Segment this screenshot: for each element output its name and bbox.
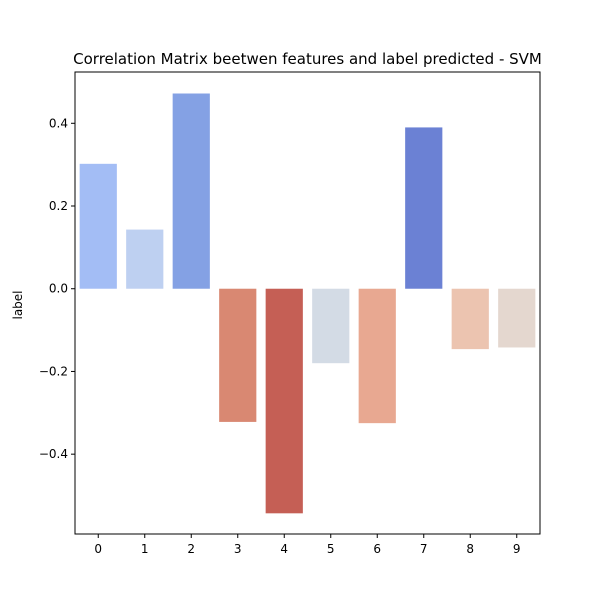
plot-frame (74, 71, 541, 535)
x-tick-label: 6 (373, 542, 381, 556)
y-ticks: 0.4 0.2 0.0 −0.2 −0.4 (39, 116, 75, 461)
x-tick-label: 1 (141, 542, 149, 556)
x-ticks: 0 1 2 3 4 5 6 7 8 9 (94, 534, 521, 556)
bar-1 (126, 229, 164, 289)
bar-5 (312, 288, 350, 364)
bar-7 (405, 127, 443, 289)
bar-9 (498, 288, 536, 348)
bars-layer (79, 93, 536, 514)
y-axis-label: label (11, 290, 25, 319)
x-tick-label: 4 (280, 542, 288, 556)
x-tick-label: 3 (234, 542, 242, 556)
bar-3 (219, 288, 257, 422)
bar-0 (79, 163, 117, 289)
y-tick-label: 0.0 (49, 282, 68, 296)
y-tick-label: −0.2 (39, 364, 68, 378)
y-tick-label: −0.4 (39, 447, 68, 461)
x-tick-label: 0 (94, 542, 102, 556)
x-tick-label: 9 (513, 542, 521, 556)
x-tick-label: 5 (327, 542, 335, 556)
y-tick-label: 0.2 (49, 199, 68, 213)
bar-4 (265, 288, 303, 514)
x-tick-label: 2 (187, 542, 195, 556)
bar-2 (172, 93, 210, 289)
x-tick-label: 8 (466, 542, 474, 556)
bar-8 (451, 288, 489, 350)
bar-6 (358, 288, 396, 424)
chart-title: Correlation Matrix beetwen features and … (73, 50, 542, 68)
x-tick-label: 7 (420, 542, 428, 556)
y-tick-label: 0.4 (49, 116, 68, 130)
